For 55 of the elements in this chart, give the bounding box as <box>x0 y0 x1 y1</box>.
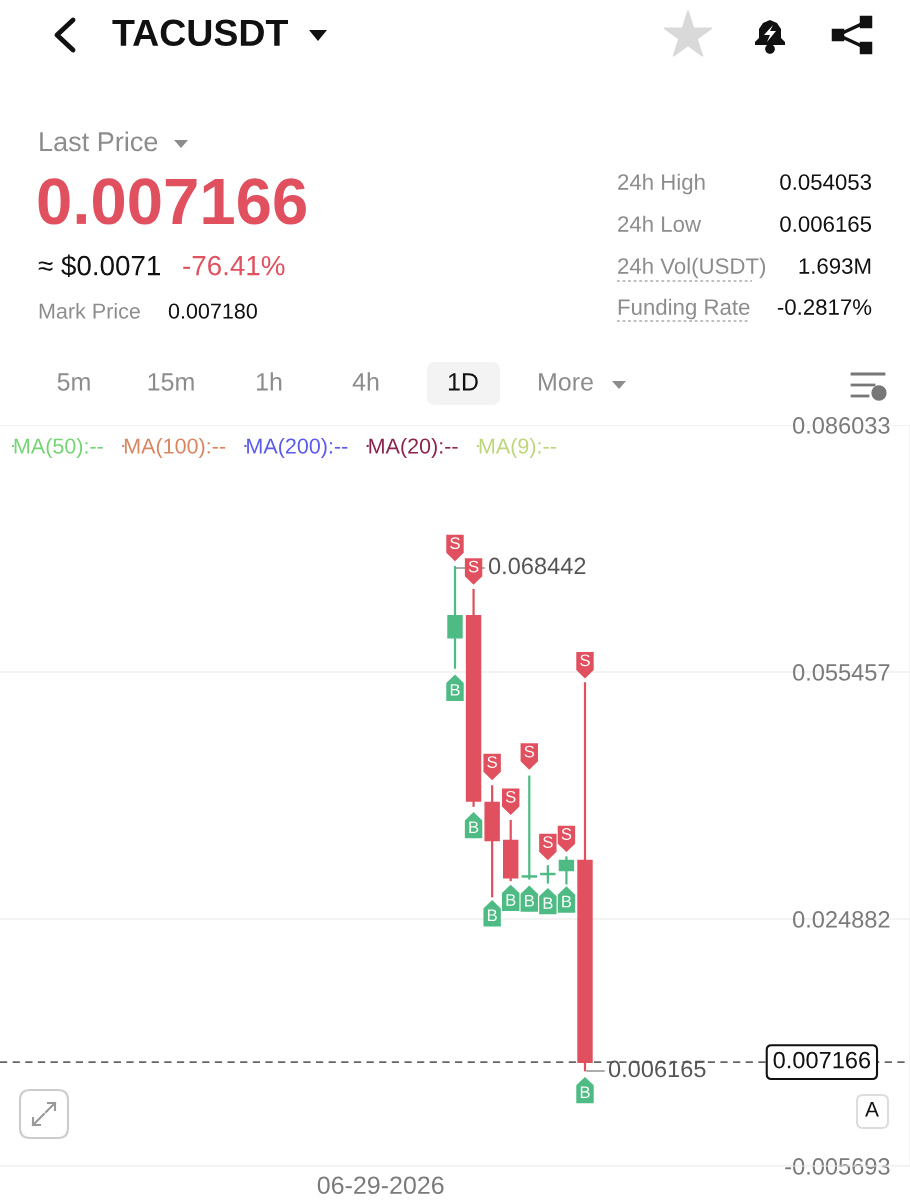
series-label: S <box>487 756 497 768</box>
candlestick <box>558 856 575 885</box>
text: S <box>450 537 460 550</box>
text: 15m <box>148 373 194 391</box>
text: B <box>525 894 534 907</box>
text: B <box>487 909 497 921</box>
series-label: B <box>450 684 460 696</box>
text: 0.007166 <box>38 178 306 225</box>
text: Funding Rate <box>618 298 750 320</box>
text: 24h Low <box>618 215 702 232</box>
text: -0.2817% <box>777 299 872 315</box>
text: 24h High <box>618 173 705 195</box>
text: 5m <box>57 373 90 391</box>
text: 0.006165 <box>780 216 872 232</box>
candlestick <box>540 865 556 884</box>
text: S <box>524 745 535 758</box>
annotation: 0.068442 <box>488 557 586 575</box>
legend-label: MA(100):-- <box>124 437 226 458</box>
ref-line-label: 0.007166 <box>773 1051 871 1069</box>
text: 1h <box>257 372 282 391</box>
text: 1D <box>448 373 478 391</box>
text: 4h <box>352 372 379 391</box>
x-tick-label: 06-29-2026 <box>317 1176 444 1195</box>
text: S <box>561 828 572 840</box>
text: 0.054053 <box>780 174 872 190</box>
text: B <box>580 1086 590 1098</box>
text: More <box>539 373 593 391</box>
text: S <box>468 560 479 573</box>
text: ≈ $0.0071 <box>38 254 161 278</box>
text: S <box>580 654 590 667</box>
chart-title: TACUSDT <box>112 19 288 47</box>
annotation: 0.006165 <box>608 1060 706 1078</box>
text: S <box>505 790 516 803</box>
y-tick-label: 0.055457 <box>793 664 890 681</box>
text: B <box>506 894 516 906</box>
text: 0.007180 <box>168 303 257 319</box>
candlestick <box>447 566 463 669</box>
legend-label: MA(50):-- <box>14 437 103 458</box>
legend-label: MA(200):-- <box>247 437 348 458</box>
text: 1.693M <box>799 258 871 274</box>
text: -76.41% <box>183 255 285 276</box>
annotation: A <box>865 1102 879 1117</box>
text: 24h Vol(USDT) <box>618 257 766 279</box>
y-tick-label: 0.024882 <box>793 911 890 928</box>
candlestick <box>521 775 537 880</box>
legend-label: MA(9):-- <box>479 437 556 458</box>
y-tick-label: -0.005693 <box>785 1158 890 1175</box>
text: B <box>543 897 553 909</box>
legend-label: MA(20):-- <box>369 437 458 458</box>
text: S <box>543 836 553 848</box>
y-tick-label: 0.086033 <box>793 417 890 434</box>
text: B <box>469 821 479 833</box>
text: Mark Price <box>39 302 140 319</box>
text: Last Price <box>40 131 158 152</box>
text: B <box>562 895 572 908</box>
